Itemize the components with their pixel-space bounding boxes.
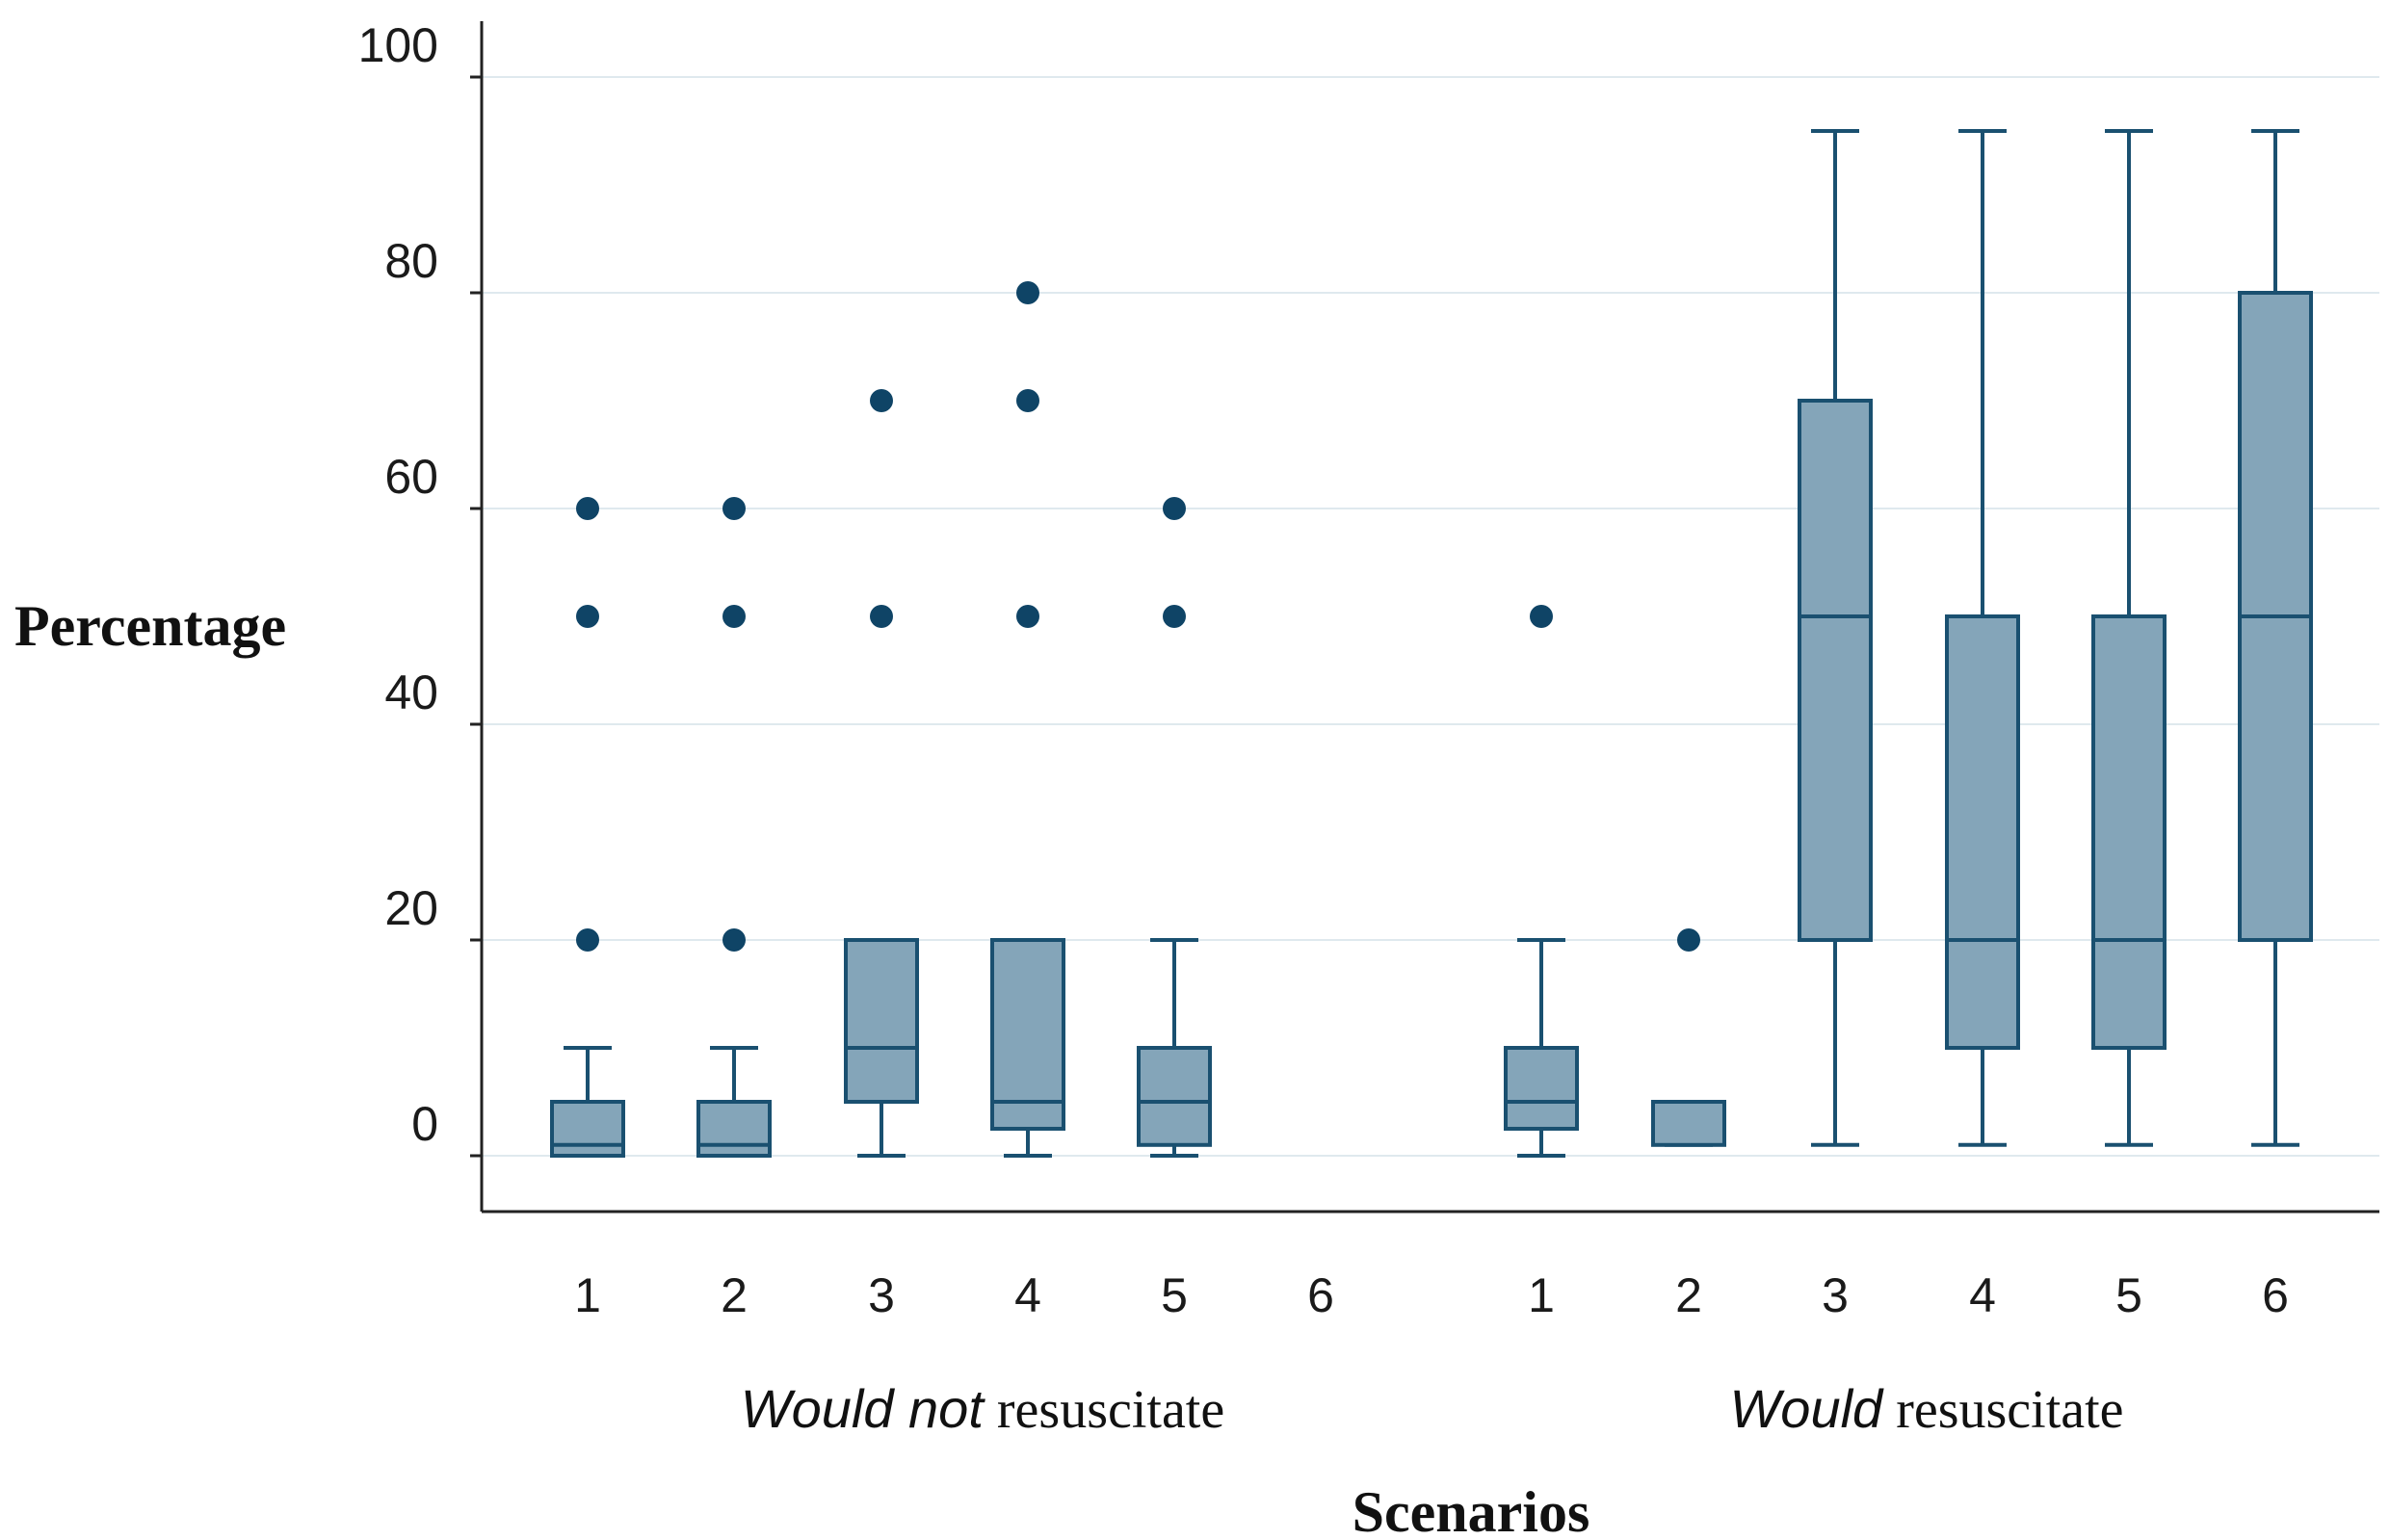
x-tick-label-group1-scenario-1: 1 xyxy=(574,1268,601,1322)
iqr-box xyxy=(844,938,919,1104)
group-label-rest: resuscitate xyxy=(1882,1380,2123,1440)
outlier-point-50 xyxy=(722,605,746,628)
x-tick-label-group1-scenario-5: 5 xyxy=(1161,1268,1188,1322)
iqr-box xyxy=(1945,614,2020,1050)
y-tick-label-60: 60 xyxy=(384,450,438,504)
x-tick-labels: 1 2 3 4 5 6 1 2 3 4 5 6 xyxy=(574,1268,2289,1322)
iqr-box xyxy=(990,938,1065,1131)
y-tick-label-80: 80 xyxy=(384,234,438,288)
y-tick-label-100: 100 xyxy=(358,18,438,72)
y-tick-labels: 0 20 40 60 80 100 xyxy=(358,18,482,1158)
x-tick-label-group2-scenario-6: 6 xyxy=(2262,1268,2289,1322)
x-axis-title: Scenarios xyxy=(1353,1480,1590,1540)
outlier-point-70 xyxy=(870,389,893,412)
box-group2-scenario-1 xyxy=(1504,605,1579,1158)
outlier-point-50 xyxy=(576,605,599,628)
box-group1-scenario-4 xyxy=(990,281,1065,1158)
y-axis-title: Percentage xyxy=(14,594,286,658)
box-group1-scenario-3 xyxy=(844,389,919,1158)
x-tick-label-group1-scenario-4: 4 xyxy=(1014,1268,1041,1322)
iqr-box xyxy=(1798,399,1873,942)
box-plot-series xyxy=(550,129,2313,1158)
box-group1-scenario-2 xyxy=(696,497,772,1158)
box-group2-scenario-2 xyxy=(1651,928,1726,1147)
iqr-box xyxy=(1137,1046,1212,1147)
outlier-point-20 xyxy=(722,928,746,952)
outlier-point-70 xyxy=(1016,389,1039,412)
group-label-italic: Would xyxy=(1729,1378,1884,1439)
x-tick-label-group2-scenario-1: 1 xyxy=(1528,1268,1555,1322)
iqr-box xyxy=(2091,614,2167,1050)
box-group2-scenario-6 xyxy=(2238,129,2313,1147)
outlier-point-80 xyxy=(1016,281,1039,304)
outlier-point-20 xyxy=(1677,928,1700,952)
x-tick-label-group1-scenario-3: 3 xyxy=(868,1268,895,1322)
group-label-italic: Would not xyxy=(741,1378,986,1439)
y-tick-label-0: 0 xyxy=(411,1097,438,1151)
outlier-point-20 xyxy=(576,928,599,952)
outlier-point-50 xyxy=(1530,605,1553,628)
outlier-point-60 xyxy=(722,497,746,520)
box-group2-scenario-4 xyxy=(1945,129,2020,1147)
x-tick-label-group2-scenario-4: 4 xyxy=(1969,1268,1996,1322)
y-tick-label-20: 20 xyxy=(384,881,438,935)
outlier-point-50 xyxy=(1016,605,1039,628)
iqr-box xyxy=(696,1100,772,1158)
outlier-point-60 xyxy=(1163,497,1186,520)
outlier-point-60 xyxy=(576,497,599,520)
group-label-rest: resuscitate xyxy=(984,1380,1224,1440)
x-tick-label-group1-scenario-2: 2 xyxy=(721,1268,748,1322)
x-tick-label-group1-scenario-6: 6 xyxy=(1307,1268,1334,1322)
x-tick-label-group2-scenario-2: 2 xyxy=(1675,1268,1702,1322)
x-tick-label-group2-scenario-5: 5 xyxy=(2115,1268,2142,1322)
outlier-point-50 xyxy=(870,605,893,628)
axes xyxy=(480,21,2379,1214)
iqr-box xyxy=(550,1100,625,1158)
group-label-would-not-resuscitate: Would not resuscitate xyxy=(741,1378,1224,1440)
iqr-box xyxy=(1651,1100,1726,1147)
box-group2-scenario-3 xyxy=(1798,129,1873,1147)
x-tick-label-group2-scenario-3: 3 xyxy=(1822,1268,1849,1322)
box-group2-scenario-5 xyxy=(2091,129,2167,1147)
outlier-point-50 xyxy=(1163,605,1186,628)
iqr-box xyxy=(1504,1046,1579,1131)
group-label-would-resuscitate: Would resuscitate xyxy=(1729,1378,2123,1440)
y-tick-label-40: 40 xyxy=(384,666,438,719)
box-group1-scenario-5 xyxy=(1137,497,1212,1158)
gridlines xyxy=(482,76,2379,1157)
box-group1-scenario-1 xyxy=(550,497,625,1158)
